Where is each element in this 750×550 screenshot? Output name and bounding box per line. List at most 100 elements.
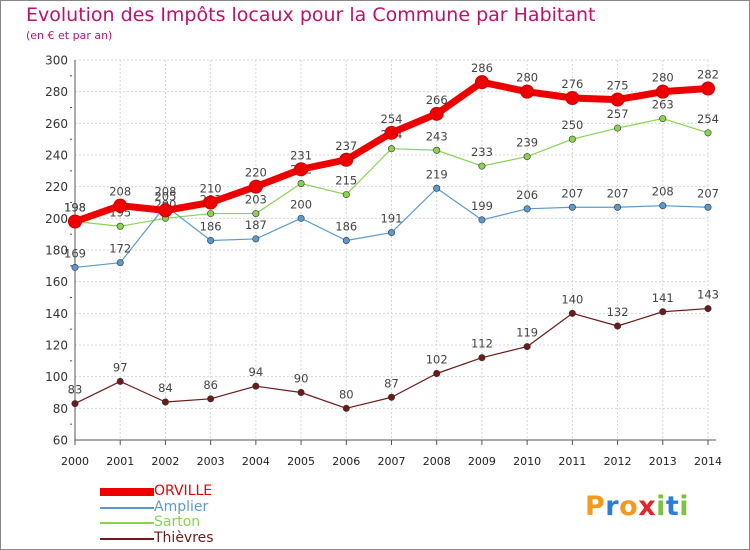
data-label: 210 [200, 182, 222, 196]
data-label: 198 [64, 201, 86, 215]
x-tick-label: 2008 [423, 455, 451, 468]
data-label: 94 [249, 365, 264, 379]
series-thièvres: 83 97 84 86 94 90 80 87 102 112 119 140 132 141 143 [68, 288, 719, 412]
data-point [203, 195, 218, 210]
data-point [659, 202, 667, 210]
data-point [116, 259, 124, 267]
x-tick-label: 2003 [197, 455, 225, 468]
x-tick-label: 2012 [604, 455, 632, 468]
x-tick-label: 2000 [61, 455, 89, 468]
legend-label: Amplier [154, 498, 209, 515]
data-label: 286 [471, 61, 493, 75]
y-tick-label: 100 [45, 370, 68, 384]
y-tick-label: 240 [45, 149, 68, 163]
data-label: 141 [652, 291, 674, 305]
data-point [704, 305, 712, 313]
legend-swatch [100, 488, 154, 496]
data-point [568, 309, 576, 317]
data-point [565, 91, 580, 105]
data-label: 200 [290, 197, 312, 211]
legend-swatch [100, 537, 154, 540]
data-label: 80 [339, 387, 354, 401]
data-label: 220 [245, 166, 267, 180]
data-label: 87 [384, 376, 399, 390]
data-point [433, 184, 441, 192]
data-label: 219 [426, 167, 448, 181]
data-label: 84 [158, 381, 173, 395]
data-point [568, 135, 576, 143]
data-label: 263 [652, 98, 674, 112]
data-point [474, 75, 489, 90]
data-label: 280 [652, 71, 674, 85]
data-point [252, 235, 260, 243]
data-label: 203 [245, 193, 267, 207]
data-point [158, 203, 173, 218]
data-point [659, 308, 667, 316]
data-point [207, 237, 215, 245]
data-point [614, 203, 622, 211]
data-label: 280 [516, 71, 538, 85]
data-point [68, 214, 82, 229]
data-point [252, 210, 260, 218]
data-label: 97 [113, 360, 128, 374]
data-point [429, 106, 444, 121]
x-tick-label: 2007 [378, 455, 406, 468]
data-point [116, 222, 124, 230]
y-tick-label: 160 [45, 275, 68, 289]
data-point [297, 180, 305, 188]
legend-label: Sarton [154, 514, 201, 530]
data-label: 206 [516, 188, 538, 202]
y-tick-label: 180 [45, 244, 68, 258]
data-point [523, 343, 531, 351]
data-point [207, 395, 215, 403]
x-tick-label: 2005 [287, 455, 315, 468]
data-point [433, 146, 441, 154]
y-tick-label: 220 [45, 180, 68, 194]
data-label: 205 [154, 189, 176, 203]
data-point [614, 322, 622, 330]
data-point [704, 129, 712, 137]
data-point [701, 81, 715, 96]
data-point [704, 203, 712, 211]
data-label: 276 [561, 77, 583, 91]
y-tick-label: 260 [45, 117, 68, 131]
data-label: 231 [290, 148, 312, 162]
data-label: 169 [64, 246, 86, 260]
data-point [113, 198, 128, 213]
data-point [478, 216, 486, 224]
data-point [342, 404, 350, 412]
x-tick-label: 2004 [242, 455, 270, 468]
data-label: 266 [426, 93, 448, 107]
data-label: 140 [561, 292, 583, 306]
data-point [478, 162, 486, 170]
data-label: 143 [697, 288, 719, 302]
data-label: 215 [335, 174, 357, 188]
y-tick-label: 120 [45, 339, 68, 353]
data-point [297, 388, 305, 396]
x-tick-label: 2014 [694, 455, 722, 468]
data-label: 257 [607, 107, 629, 121]
data-label: 207 [607, 186, 629, 200]
data-label: 198 [64, 201, 86, 215]
data-point [252, 382, 260, 390]
data-label: 282 [697, 68, 719, 82]
data-label: 132 [607, 305, 629, 319]
y-tick-label: 60 [53, 434, 68, 448]
data-point [339, 152, 354, 167]
y-tick-label: 200 [45, 212, 68, 226]
x-tick-label: 2011 [558, 455, 586, 468]
data-label: 112 [471, 337, 493, 351]
y-tick-label: 80 [53, 402, 68, 416]
data-label: 102 [426, 353, 448, 367]
chart-title: Evolution des Impôts locaux pour la Comm… [26, 4, 596, 26]
data-label: 250 [561, 118, 583, 132]
data-point [297, 214, 305, 222]
data-point [523, 153, 531, 161]
legend-swatch [100, 506, 154, 509]
data-point [387, 393, 395, 401]
data-label: 207 [697, 186, 719, 200]
data-label: 275 [607, 79, 629, 93]
data-point [342, 191, 350, 199]
